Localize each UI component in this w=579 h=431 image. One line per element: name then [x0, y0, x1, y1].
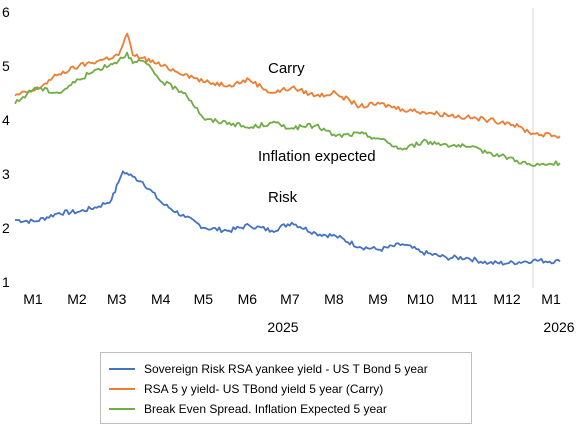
legend-label-inflation: Break Even Spread. Inflation Expected 5 … — [144, 402, 387, 416]
x-tick-label: M3 — [107, 291, 127, 307]
x-year-label: 2026 — [543, 319, 574, 335]
y-tick-label: 2 — [2, 220, 10, 236]
x-tick-label: M1 — [23, 291, 43, 307]
series-line — [14, 51, 561, 167]
x-axis-ticks: M1 M2 M3 M4 M5 M6 M7 M8 M9 M10 M11 M12 M1 2025 2026 — [23, 291, 575, 335]
x-tick-label: M9 — [368, 291, 388, 307]
legend-swatch-risk — [109, 368, 135, 370]
x-tick-label: M4 — [151, 291, 171, 307]
x-tick-label: M11 — [451, 291, 477, 307]
x-tick-label: M1 — [541, 291, 561, 307]
y-tick-label: 4 — [2, 112, 10, 128]
legend-label-risk: Sovereign Risk RSA yankee yield - US T B… — [144, 362, 428, 376]
x-tick-label: M6 — [238, 291, 258, 307]
y-tick-label: 5 — [2, 58, 10, 74]
x-tick-label: M10 — [407, 291, 434, 307]
series-line — [14, 170, 561, 266]
chart-legend: Sovereign Risk RSA yankee yield - US T B… — [100, 352, 472, 424]
x-tick-label: M2 — [67, 291, 87, 307]
y-tick-label: 6 — [2, 4, 10, 20]
y-tick-label: 3 — [2, 166, 10, 182]
x-year-label: 2025 — [267, 319, 298, 335]
legend-item-risk: Sovereign Risk RSA yankee yield - US T B… — [109, 359, 428, 379]
annotation-carry: Carry — [268, 60, 305, 77]
x-tick-label: M8 — [324, 291, 344, 307]
y-tick-label: 1 — [2, 274, 10, 290]
legend-swatch-carry — [109, 388, 135, 390]
x-tick-label: M7 — [280, 291, 300, 307]
x-tick-label: M12 — [493, 291, 520, 307]
legend-item-carry: RSA 5 y yield- US TBond yield 5 year (Ca… — [109, 379, 383, 399]
x-tick-label: M5 — [194, 291, 214, 307]
annotation-inflation-expected: Inflation expected — [258, 148, 376, 165]
legend-label-carry: RSA 5 y yield- US TBond yield 5 year (Ca… — [144, 382, 384, 396]
annotation-risk: Risk — [268, 189, 298, 206]
y-axis-ticks: 1 2 3 4 5 6 — [2, 4, 10, 290]
series-lines — [14, 32, 561, 266]
legend-item-inflation: Break Even Spread. Inflation Expected 5 … — [109, 399, 387, 419]
series-line — [14, 32, 561, 139]
legend-swatch-inflation — [109, 408, 135, 410]
